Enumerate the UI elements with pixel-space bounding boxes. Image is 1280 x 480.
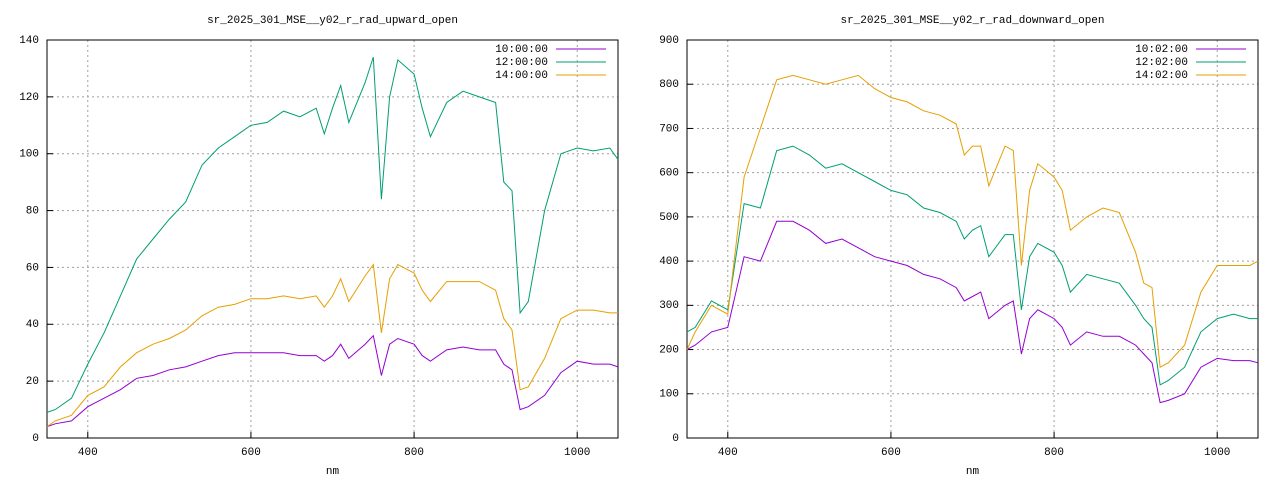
y-tick-label: 120	[19, 92, 39, 104]
data-line	[686, 145, 1258, 386]
x-tick-label: 1000	[1204, 447, 1230, 459]
legend-label: 10:00:00	[495, 44, 548, 56]
legend-label: 12:00:00	[495, 57, 548, 69]
y-tick-label: 500	[659, 212, 679, 224]
y-tick-label: 300	[659, 300, 679, 312]
y-tick-label: 60	[26, 262, 39, 274]
legend-label: 10:02:00	[1135, 44, 1188, 56]
y-tick-label: 40	[26, 319, 39, 331]
legend-label: 14:02:00	[1135, 70, 1188, 82]
x-tick-label: 400	[78, 447, 98, 459]
legend-label: 14:00:00	[495, 70, 548, 82]
data-line	[686, 220, 1259, 404]
x-axis-label: nm	[966, 466, 980, 478]
x-tick-label: 800	[1044, 447, 1064, 459]
y-tick-label: 0	[32, 433, 39, 445]
plot-frame	[46, 39, 619, 439]
x-tick-label: 600	[881, 447, 901, 459]
data-line	[46, 263, 618, 428]
chart-title: sr_2025_301_MSE__y02_r_rad_upward_open	[207, 15, 458, 27]
y-tick-label: 80	[26, 205, 39, 217]
plot-frame	[686, 39, 1259, 439]
y-tick-label: 900	[659, 35, 679, 47]
y-tick-label: 0	[672, 433, 679, 445]
y-tick-label: 20	[26, 376, 39, 388]
y-tick-label: 700	[659, 123, 679, 135]
x-tick-label: 800	[404, 447, 424, 459]
x-axis-label: nm	[326, 466, 340, 478]
y-tick-label: 600	[659, 168, 679, 180]
x-tick-label: 600	[241, 447, 261, 459]
data-line	[46, 56, 619, 413]
y-tick-label: 200	[659, 344, 679, 356]
y-tick-label: 100	[19, 149, 39, 161]
chart-title: sr_2025_301_MSE__y02_r_rad_downward_open	[840, 15, 1104, 27]
y-tick-label: 400	[659, 256, 679, 268]
y-tick-label: 800	[659, 79, 679, 91]
data-line	[46, 334, 619, 428]
data-line	[686, 74, 1259, 368]
y-tick-label: 100	[659, 389, 679, 401]
legend-label: 12:02:00	[1135, 57, 1188, 69]
x-tick-label: 1000	[564, 447, 590, 459]
x-tick-label: 400	[718, 447, 738, 459]
y-tick-label: 140	[19, 35, 39, 47]
